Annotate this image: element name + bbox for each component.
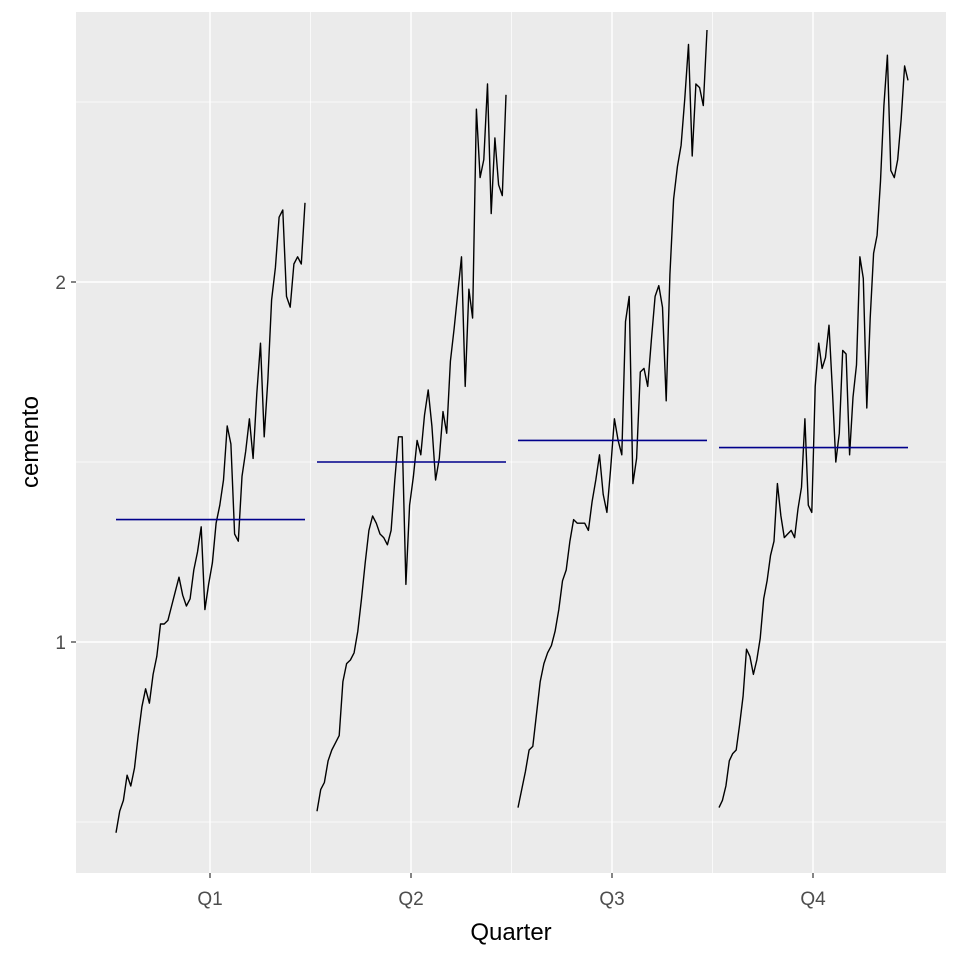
y-axis-title: cemento [17, 396, 44, 488]
y-tick-label: 1 [55, 633, 66, 654]
x-axis: Q1 Q2 Q3 Q4 [197, 873, 826, 910]
x-axis-title: Quarter [470, 919, 551, 946]
x-tick-label: Q1 [197, 889, 222, 910]
series-line-q4 [718, 54, 909, 808]
y-tick-label: 2 [55, 273, 66, 294]
series-line-q3 [517, 29, 708, 808]
grid-lines [76, 12, 946, 873]
y-axis: 12 [55, 273, 76, 654]
panel-background [76, 12, 946, 873]
series-line-q1 [115, 202, 306, 833]
x-tick-label: Q4 [800, 889, 826, 910]
series-line-q2 [316, 83, 507, 812]
x-tick-label: Q2 [398, 889, 423, 910]
mean-lines [116, 439, 908, 521]
x-tick-label: Q3 [599, 889, 624, 910]
series-lines [115, 29, 909, 833]
